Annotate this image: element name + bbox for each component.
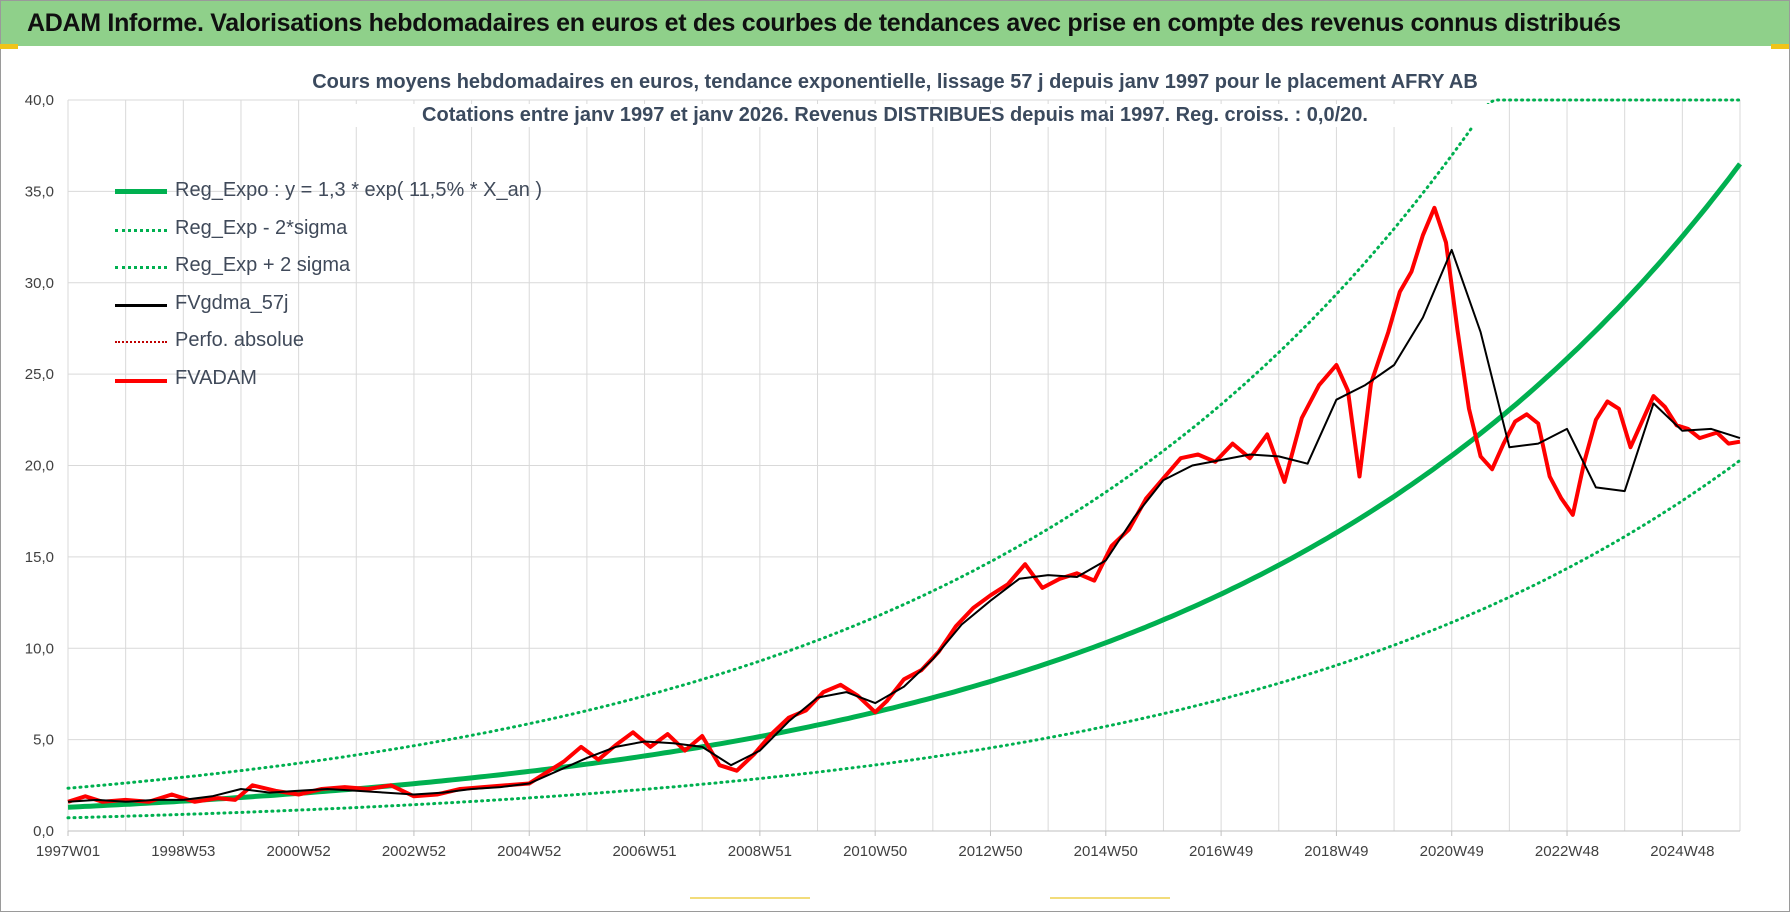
legend-label-reg-minus: Reg_Exp - 2*sigma [175,216,348,239]
x-tick-label: 2010W50 [843,843,907,860]
y-tick-label: 10,0 [25,640,54,657]
bottom-mark-1 [690,897,810,899]
x-tick-label: 2014W50 [1074,843,1138,860]
legend-label-perfo: Perfo. absolue [175,329,304,351]
y-tick-label: 5,0 [33,732,54,749]
x-tick-label: 2006W51 [612,843,676,860]
x-tick-label: 2016W49 [1189,843,1253,860]
y-tick-label: 40,0 [25,92,54,109]
y-tick-label: 0,0 [33,823,54,840]
x-tick-label: 2012W50 [958,843,1022,860]
chart-title-line2: Cotations entre janv 1997 et janv 2026. … [300,104,1490,127]
x-tick-label: 2008W51 [728,843,792,860]
series-line-reg-plus-2sigma [66,98,1742,790]
corner-mark-left [0,44,18,49]
x-tick-label: 1998W53 [151,843,215,860]
series-line-reg-minus-2sigma [66,458,1742,820]
x-tick-label: 2000W52 [267,843,331,860]
x-tick-label: 2002W52 [382,843,446,860]
series-line-fvgdma-57j [67,248,1741,803]
bottom-mark-2 [1050,897,1170,899]
legend-label-reg-expo: Reg_Expo : y = 1,3 * exp( 11,5% * X_an ) [175,179,543,201]
legend-swatch-reg-minus [115,228,167,232]
y-tick-label: 35,0 [25,183,54,200]
banner-title: ADAM Informe. Valorisations hebdomadaire… [27,9,1621,37]
legend-swatch-reg-expo [115,189,167,194]
chart-title-line1: Cours moyens hebdomadaires en euros, ten… [300,71,1490,94]
header-banner: ADAM Informe. Valorisations hebdomadaire… [1,1,1789,46]
x-tick-label: 2020W49 [1420,843,1484,860]
series-line-fvadam [67,205,1741,804]
legend-label-fvgdma: FVgdma_57j [175,291,289,314]
legend-swatch-perfo [115,341,167,343]
y-tick-label: 15,0 [25,549,54,566]
y-tick-label: 20,0 [25,458,54,475]
y-tick-label: 30,0 [25,275,54,292]
x-tick-label: 2022W48 [1535,843,1599,860]
legend-swatch-reg-plus [115,266,167,269]
legend-swatch-fvadam [115,378,167,383]
corner-mark-right [1771,44,1789,49]
y-tick-label: 25,0 [25,366,54,383]
x-tick-label: 2018W49 [1304,843,1368,860]
legend-swatch-fvgdma [115,303,167,307]
x-tick-label: 2024W48 [1650,843,1714,860]
x-tick-label: 1997W01 [36,843,100,860]
legend-label-reg-plus: Reg_Exp + 2 sigma [175,254,351,276]
x-tick-label: 2004W52 [497,843,561,860]
legend-label-fvadam: FVADAM [175,366,257,389]
